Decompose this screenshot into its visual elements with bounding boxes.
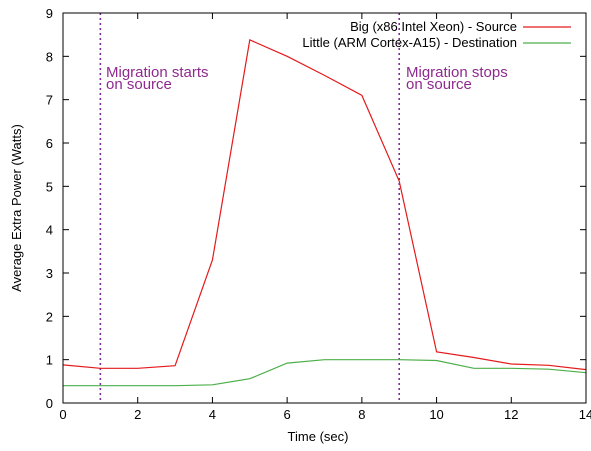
x-tick-label: 6 xyxy=(284,407,291,422)
annotation-line: on source xyxy=(106,76,172,93)
annotation-line: Migration stops xyxy=(406,64,508,81)
legend-label-little: Little (ARM Cortex-A15) - Destination xyxy=(302,35,517,50)
y-tick-label: 0 xyxy=(46,396,53,411)
annotation-line: Migration starts xyxy=(106,64,209,81)
y-tick-label: 6 xyxy=(46,136,53,151)
x-tick-label: 12 xyxy=(504,407,518,422)
legend: Big (x86 Intel Xeon) - Source Little (AR… xyxy=(302,19,571,50)
y-tick-label: 5 xyxy=(46,179,53,194)
x-tick-label: 8 xyxy=(358,407,365,422)
y-tick-label: 1 xyxy=(46,353,53,368)
x-tick-label: 10 xyxy=(429,407,443,422)
x-axis-label: Time (sec) xyxy=(288,429,349,444)
y-axis-label: Average Extra Power (Watts) xyxy=(9,124,24,292)
y-tick-label: 3 xyxy=(46,266,53,281)
series-line-big xyxy=(62,39,587,371)
annotation-migration-stops: Migration stops on source xyxy=(406,64,508,93)
y-tick-label: 8 xyxy=(46,49,53,64)
annotation-line: on source xyxy=(406,76,472,93)
vertical-markers xyxy=(99,13,401,403)
y-tick-label: 9 xyxy=(46,6,53,21)
x-tick-label: 2 xyxy=(134,407,141,422)
legend-label-big: Big (x86 Intel Xeon) - Source xyxy=(350,19,517,34)
y-tick-label: 4 xyxy=(46,223,53,238)
annotation-migration-starts: Migration starts on source xyxy=(106,64,209,93)
series-lines xyxy=(62,39,587,387)
y-tick-label: 2 xyxy=(46,309,53,324)
series-line-little xyxy=(63,359,587,387)
x-tick-label: 4 xyxy=(209,407,216,422)
x-tick-label: 14 xyxy=(579,407,591,422)
y-tick-label: 7 xyxy=(46,93,53,108)
plot-frame xyxy=(62,12,587,404)
x-tick-label: 0 xyxy=(59,407,66,422)
